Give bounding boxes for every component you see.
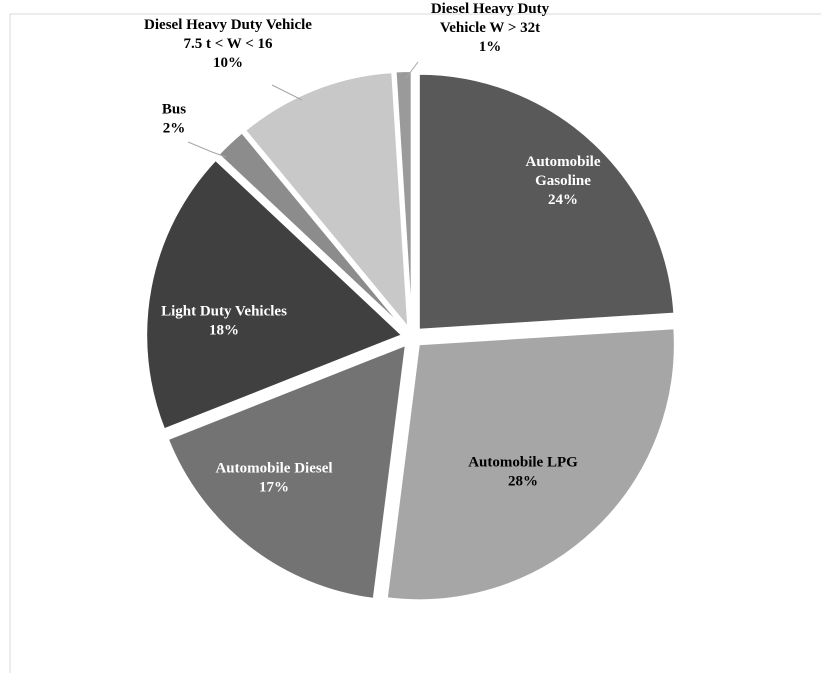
slice-name: Automobile Diesel [215,461,332,477]
pie-slices [145,70,676,602]
pie-slice [417,72,676,331]
slice-name: Automobile LPG [468,455,578,471]
slice-label: Automobile Gasoline 24% [526,154,601,208]
leader-line [271,84,303,101]
slice-percent: 18% [209,323,239,339]
leader-line [405,61,419,79]
leader-lines [187,61,419,158]
slice-percent: 28% [508,474,538,490]
slice-percent: 1% [479,39,502,55]
slice-percent: 10% [213,55,243,71]
slice-name: Diesel Heavy Duty [431,1,550,17]
slice-name: Light Duty Vehicles [161,304,287,320]
slice-name: Gasoline [535,173,591,189]
slice-label: Light Duty Vehicles 18% [161,304,287,339]
pie-slice [243,71,410,331]
slice-label: Bus 2% [162,102,186,137]
pie-slice [166,343,408,601]
slice-label: Automobile Diesel 17% [215,461,332,496]
slice-percent: 17% [259,480,289,496]
slice-name: Bus [162,102,186,118]
slice-percent: 2% [163,121,186,137]
slice-name: Vehicle W > 32t [440,20,540,36]
slice-percent: 24% [548,192,578,208]
pie-slice [145,158,405,431]
slice-name: Automobile [526,154,601,170]
slice-labels: Automobile Gasoline 24%Automobile LPG 28%Au… [144,1,601,496]
pie-slice [385,327,676,602]
slice-label: Automobile LPG 28% [468,455,578,490]
slice-name: Diesel Heavy Duty Vehicle [144,17,312,33]
leader-line [187,141,227,158]
slice-name: 7.5 t < W < 16 [183,36,273,52]
slice-label: Diesel Heavy Duty Vehicle 7.5 t < W < 16 1… [144,17,312,71]
slice-label: Diesel Heavy Duty Vehicle W > 32t 1% [431,1,550,55]
